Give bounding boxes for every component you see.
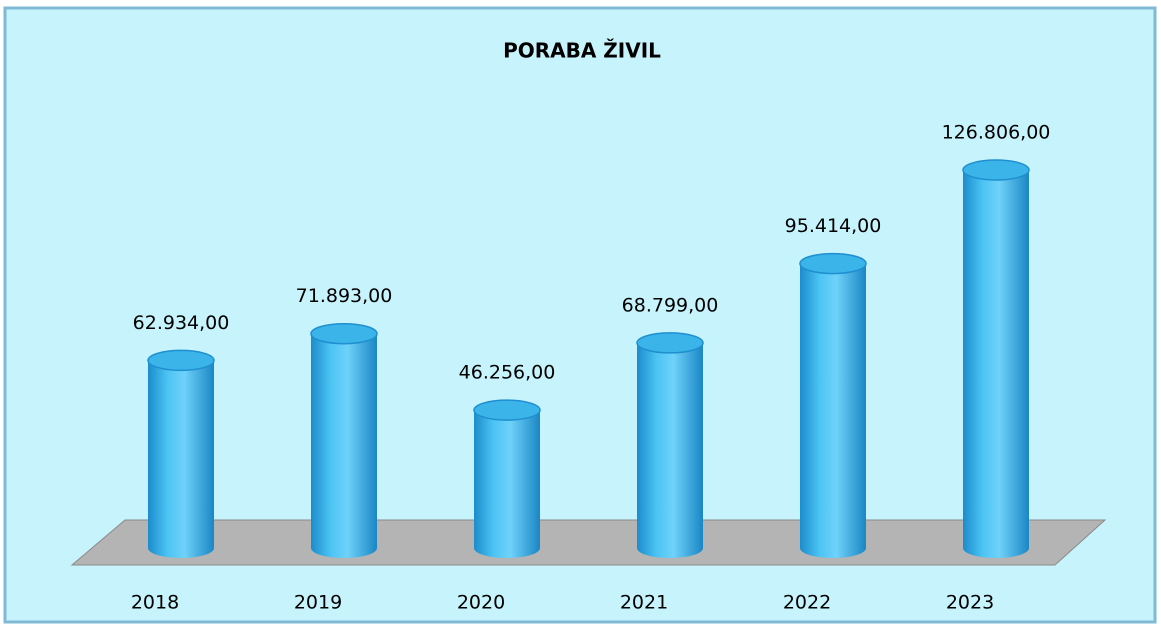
chart-title: PORABA ŽIVIL — [503, 39, 661, 63]
floor — [70, 519, 1107, 566]
data-label: 62.934,00 — [133, 312, 230, 334]
data-label: 68.799,00 — [622, 294, 719, 316]
x-tick-label: 2023 — [946, 592, 994, 614]
data-label: 95.414,00 — [785, 215, 882, 237]
bar-top — [147, 349, 215, 372]
bar-body — [637, 342, 703, 558]
bar-top — [962, 159, 1030, 181]
x-tick-label: 2019 — [294, 592, 342, 614]
data-label: 46.256,00 — [459, 362, 556, 384]
x-tick-label: 2020 — [457, 592, 505, 614]
bar-body — [311, 333, 377, 558]
bar-body — [963, 170, 1029, 558]
bar-top — [636, 332, 704, 354]
bar-body — [148, 360, 214, 558]
bar-top — [310, 322, 378, 345]
x-tick-label: 2021 — [620, 592, 668, 614]
bar-body — [800, 263, 866, 558]
bar-body — [474, 410, 540, 558]
data-label: 126.806,00 — [942, 122, 1051, 144]
x-tick-label: 2022 — [783, 592, 831, 614]
data-label: 71.893,00 — [296, 285, 393, 307]
bar-top — [473, 399, 541, 421]
x-tick-label: 2018 — [131, 592, 179, 614]
bar-top — [799, 252, 867, 275]
